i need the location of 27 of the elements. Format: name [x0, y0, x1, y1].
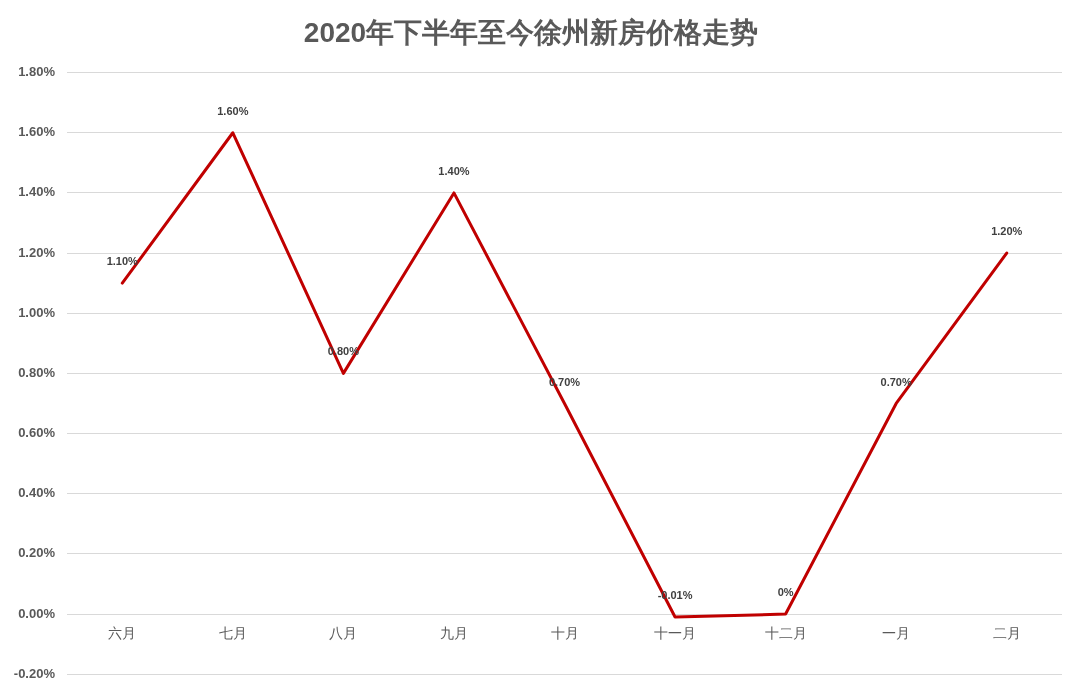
data-label: 1.60%	[217, 104, 249, 117]
y-tick-label: 1.00%	[18, 304, 56, 320]
x-tick-label: 二月	[992, 625, 1021, 642]
y-tick-label: 0.00%	[18, 605, 56, 621]
x-tick-label: 一月	[882, 625, 911, 642]
chart-title: 2020年下半年至今徐州新房价格走势	[303, 16, 759, 48]
y-tick-label: 0.40%	[18, 485, 56, 501]
y-tick-label: 1.40%	[18, 184, 56, 200]
y-tick-label: 1.20%	[18, 244, 56, 260]
y-tick-label: 0.20%	[18, 545, 56, 561]
y-tick-label: 1.80%	[18, 64, 56, 80]
x-tick-label: 十二月	[764, 625, 807, 642]
data-label: 1.10%	[106, 255, 139, 268]
y-tick-label: -0.20%	[13, 665, 56, 681]
x-tick-label: 七月	[218, 625, 247, 642]
y-tick-label: 0.60%	[18, 425, 56, 441]
x-tick-label: 十一月	[654, 625, 697, 642]
data-label: 1.40%	[438, 164, 470, 177]
x-tick-label: 十月	[550, 625, 579, 642]
x-tick-label: 六月	[108, 625, 137, 642]
y-tick-label: 1.60%	[18, 124, 56, 140]
x-tick-label: 九月	[439, 625, 468, 642]
data-label: 0%	[777, 586, 794, 599]
data-label: 1.20%	[991, 225, 1023, 238]
x-tick-label: 八月	[329, 625, 358, 642]
data-label: 0.70%	[880, 375, 912, 388]
y-tick-label: 0.80%	[18, 364, 56, 380]
